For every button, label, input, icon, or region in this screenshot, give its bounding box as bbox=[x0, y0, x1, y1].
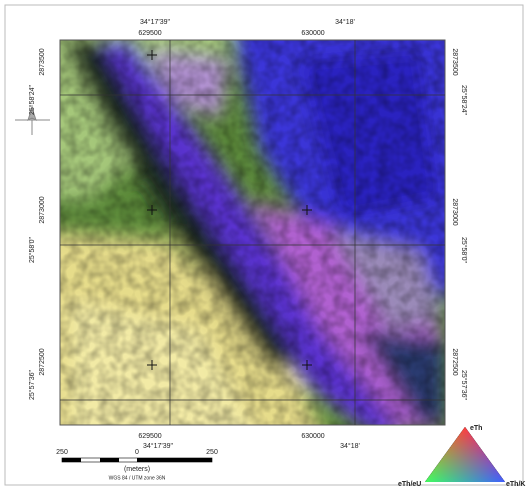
scale-label: 250 bbox=[56, 449, 68, 456]
bottom-easting-label: 629500 bbox=[138, 433, 161, 440]
right-label: 2872500 bbox=[451, 348, 458, 375]
scale-bar bbox=[62, 458, 212, 462]
top-lon-label: 34°18' bbox=[335, 18, 355, 26]
map-raster bbox=[40, 20, 460, 450]
ternary-legend bbox=[425, 427, 505, 482]
right-label: 2873000 bbox=[451, 198, 458, 225]
legend-top-label: eTh bbox=[470, 425, 482, 432]
left-label: 25°58'24" bbox=[28, 84, 36, 114]
right-label: 25°58'24" bbox=[460, 85, 468, 115]
legend-right-label: eTh/K bbox=[506, 481, 525, 488]
bottom-lon-label: 34°17'39" bbox=[143, 442, 173, 450]
right-label: 25°58'0" bbox=[460, 237, 468, 264]
left-label: 2873000 bbox=[39, 196, 46, 223]
scale-label: 250 bbox=[206, 449, 218, 456]
bottom-lon-label: 34°18' bbox=[340, 442, 360, 450]
left-label: 25°57'36" bbox=[28, 369, 36, 399]
map-page: 34°17'39" 629500 34°18' 630000 629500 34… bbox=[0, 0, 528, 490]
left-label: 25°58'0" bbox=[28, 236, 36, 263]
scale-unit: (meters) bbox=[124, 466, 150, 473]
top-lon-label: 34°17'39" bbox=[140, 18, 170, 26]
right-label: 2873500 bbox=[451, 48, 458, 75]
projection-label: WGS 84 / UTM zone 36N bbox=[109, 475, 166, 481]
right-label: 25°57'36" bbox=[460, 370, 468, 400]
scale-label: 0 bbox=[135, 449, 139, 456]
bottom-easting-label: 630000 bbox=[301, 433, 324, 440]
left-label: 2872500 bbox=[39, 348, 46, 375]
left-label: 2873500 bbox=[39, 48, 46, 75]
top-easting-label: 630000 bbox=[301, 30, 324, 37]
top-easting-label: 629500 bbox=[138, 30, 161, 37]
legend-left-label: eTh/eU bbox=[398, 481, 421, 488]
